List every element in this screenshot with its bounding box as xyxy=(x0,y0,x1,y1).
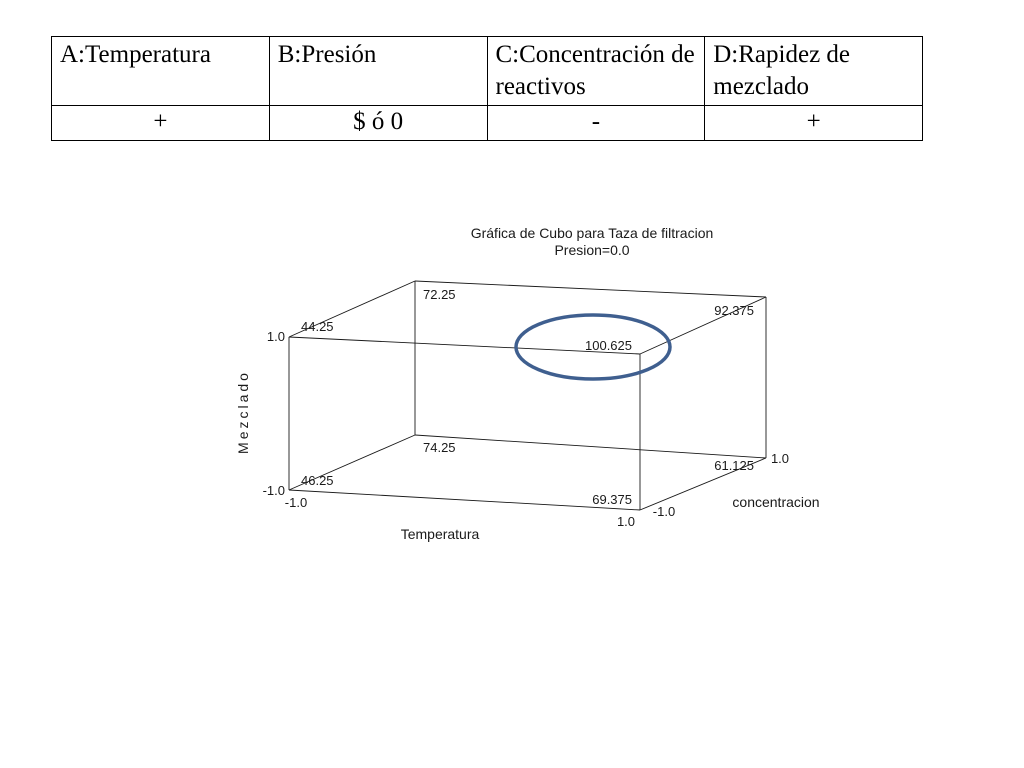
cube-edge xyxy=(288,280,416,338)
factor-header-row: A:Temperatura B:Presión C:Concentración … xyxy=(51,36,923,106)
factor-level-concentracion: - xyxy=(486,105,706,141)
cube-value-label: 72.25 xyxy=(423,287,456,302)
cube-value-label: 74.25 xyxy=(423,440,456,455)
factor-header-presion: B:Presión xyxy=(268,36,488,106)
z-axis-label: concentracion xyxy=(732,494,819,510)
y-axis-label: Mezclado xyxy=(235,370,251,454)
x-tick-min: -1.0 xyxy=(285,495,307,510)
cube-edge xyxy=(414,434,767,459)
factor-header-temperatura: A:Temperatura xyxy=(51,36,270,106)
cube-edge xyxy=(414,280,767,298)
cube-ticks: 1.0-1.0-1.01.0-1.01.0 xyxy=(263,329,789,529)
factor-level-temperatura: + xyxy=(51,105,270,141)
chart-subtitle: Presion=0.0 xyxy=(554,242,629,258)
cube-edge xyxy=(639,296,767,355)
cube-value-label: 100.625 xyxy=(585,338,632,353)
x-tick-max: 1.0 xyxy=(617,514,635,529)
factor-header-concentracion: C:Concentración de reactivos xyxy=(486,36,706,106)
factor-level-mezclado: + xyxy=(704,105,923,141)
cube-value-label: 44.25 xyxy=(301,319,334,334)
highlight-ellipse xyxy=(514,313,672,381)
cube-value-label: 69.375 xyxy=(592,492,632,507)
cube-points: 44.25 72.25 92.375 100.625 46.25 74.25 61.125 6… xyxy=(301,287,754,507)
factor-table: A:Temperatura B:Presión C:Concentración … xyxy=(51,36,923,141)
cube-value-label: 46.25 xyxy=(301,473,334,488)
y-tick-min: -1.0 xyxy=(263,483,285,498)
y-tick-max: 1.0 xyxy=(267,329,285,344)
cube-edge xyxy=(288,489,641,511)
cube-edge xyxy=(288,336,641,355)
cube-value-label: 92.375 xyxy=(714,303,754,318)
z-tick-min: -1.0 xyxy=(653,504,675,519)
factor-level-row: + $ ó 0 - + xyxy=(51,105,923,141)
factor-header-mezclado: D:Rapidez de mezclado xyxy=(704,36,923,106)
x-axis-label: Temperatura xyxy=(401,526,480,542)
cube-edge xyxy=(288,434,416,491)
cube-edges xyxy=(288,280,767,511)
factor-level-presion: $ ó 0 xyxy=(268,105,488,141)
cube-edge xyxy=(639,457,767,511)
chart-title: Gráfica de Cubo para Taza de filtracion xyxy=(471,225,714,241)
cube-value-label: 61.125 xyxy=(714,458,754,473)
z-tick-max: 1.0 xyxy=(771,451,789,466)
